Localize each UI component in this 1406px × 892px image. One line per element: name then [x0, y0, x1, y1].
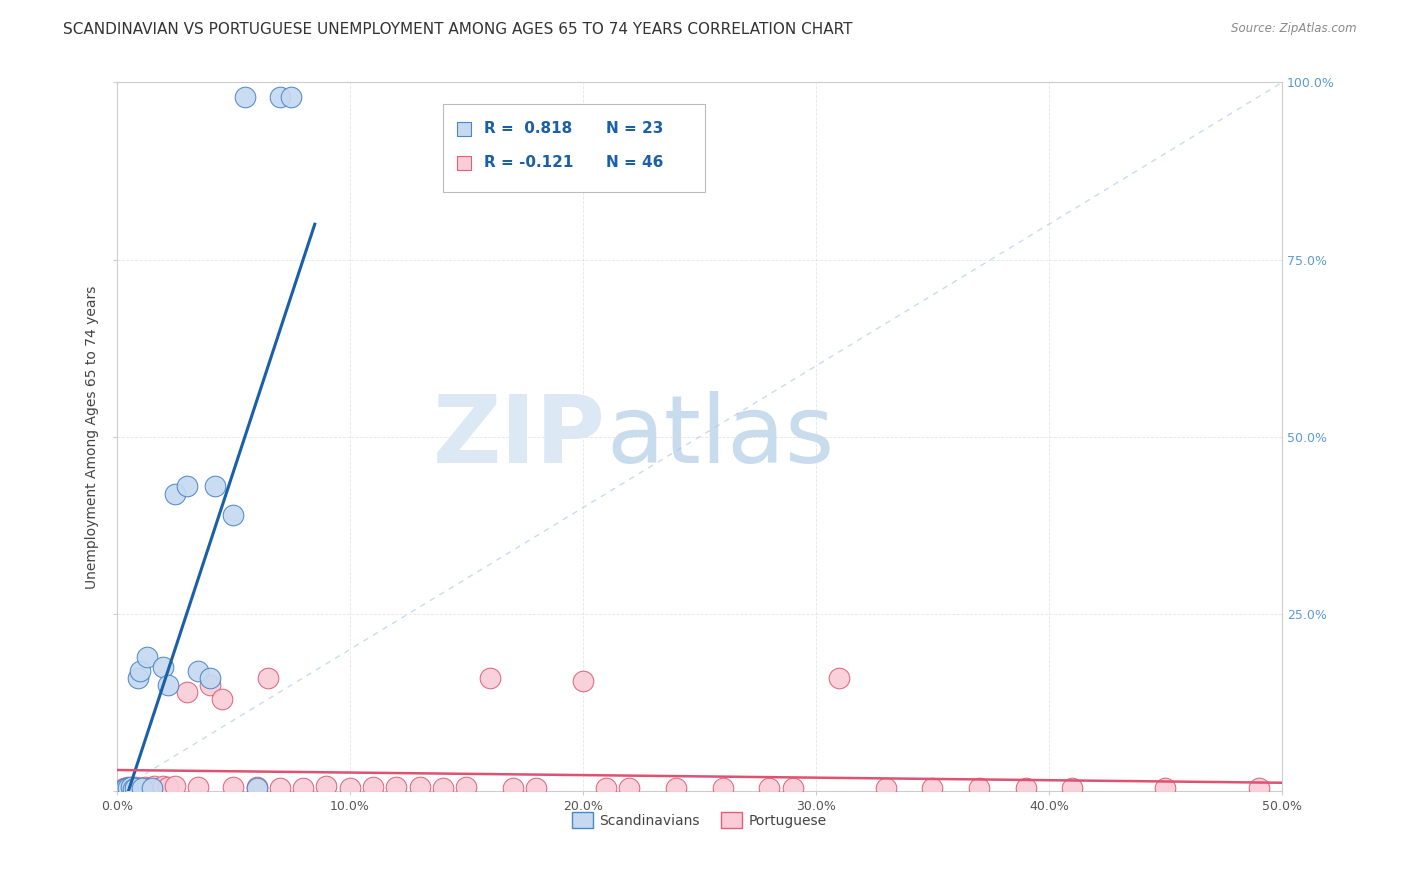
Point	[967, 780, 990, 795]
Point	[292, 780, 315, 795]
Point	[408, 780, 430, 794]
Point	[176, 685, 198, 699]
Point	[572, 674, 595, 689]
Point	[665, 780, 688, 795]
Legend: Scandinavians, Portuguese: Scandinavians, Portuguese	[567, 806, 832, 834]
Text: N = 46: N = 46	[606, 155, 664, 170]
Point	[148, 780, 170, 795]
Point	[163, 779, 186, 793]
Text: SCANDINAVIAN VS PORTUGUESE UNEMPLOYMENT AMONG AGES 65 TO 74 YEARS CORRELATION CH: SCANDINAVIAN VS PORTUGUESE UNEMPLOYMENT …	[63, 22, 853, 37]
Point	[800, 155, 823, 169]
Point	[619, 780, 641, 795]
Point	[176, 479, 198, 493]
Point	[339, 780, 361, 795]
Point	[112, 781, 135, 796]
Point	[245, 780, 267, 794]
Point	[233, 89, 256, 103]
Text: ZIP: ZIP	[433, 391, 606, 483]
Text: R =  0.818: R = 0.818	[484, 121, 572, 136]
Point	[269, 780, 291, 795]
Point	[245, 780, 267, 795]
Point	[1247, 780, 1270, 795]
FancyBboxPatch shape	[443, 103, 706, 193]
Point	[120, 780, 142, 794]
Point	[136, 649, 159, 664]
Y-axis label: Unemployment Among Ages 65 to 74 years: Unemployment Among Ages 65 to 74 years	[86, 285, 100, 589]
Point	[711, 780, 734, 795]
Point	[198, 678, 221, 692]
Point	[1154, 780, 1177, 795]
Point	[1014, 780, 1036, 795]
Point	[315, 780, 337, 794]
Point	[120, 781, 142, 796]
Point	[142, 780, 165, 794]
Point	[432, 780, 454, 795]
Point	[187, 664, 209, 678]
Point	[875, 780, 897, 795]
Point	[129, 664, 152, 678]
Point	[211, 692, 233, 706]
Point	[117, 780, 139, 794]
Point	[156, 780, 179, 794]
Point	[124, 780, 146, 795]
Point	[156, 678, 179, 692]
Point	[385, 780, 408, 794]
Point	[115, 780, 138, 795]
Point	[502, 780, 524, 795]
Point	[163, 486, 186, 500]
Point	[127, 671, 149, 685]
Point	[131, 781, 153, 796]
Text: atlas: atlas	[606, 391, 834, 483]
Point	[198, 671, 221, 685]
Point	[129, 780, 152, 795]
Point	[152, 660, 174, 674]
Point	[122, 782, 145, 797]
Point	[828, 671, 851, 685]
Point	[141, 780, 163, 795]
Point	[921, 780, 943, 795]
Point	[138, 781, 160, 796]
Point	[152, 780, 174, 794]
Point	[134, 780, 156, 794]
Point	[204, 479, 226, 493]
Point	[524, 780, 547, 795]
Point	[222, 780, 245, 794]
Text: N = 23: N = 23	[606, 121, 664, 136]
Point	[782, 780, 804, 795]
Point	[117, 781, 139, 796]
Point	[257, 671, 280, 685]
Point	[595, 780, 617, 795]
Point	[456, 780, 478, 794]
Point	[222, 508, 245, 522]
Point	[124, 780, 146, 794]
Point	[112, 782, 135, 797]
Text: R = -0.121: R = -0.121	[484, 155, 574, 170]
Point	[280, 89, 302, 103]
Text: Source: ZipAtlas.com: Source: ZipAtlas.com	[1232, 22, 1357, 36]
Point	[361, 780, 384, 794]
Point	[269, 89, 291, 103]
Point	[478, 671, 501, 685]
Point	[758, 780, 780, 795]
Point	[1062, 780, 1084, 795]
Point	[187, 780, 209, 794]
Point	[800, 121, 823, 136]
